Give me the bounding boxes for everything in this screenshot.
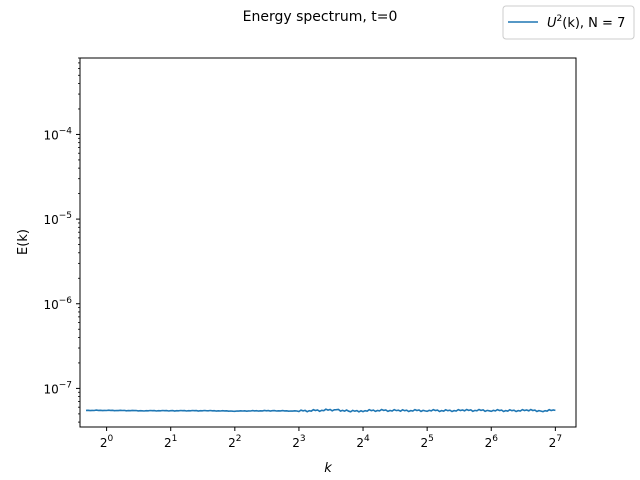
x-tick-label: 21 bbox=[164, 434, 177, 450]
series-layer bbox=[85, 408, 556, 413]
chart-title: Energy spectrum, t=0 bbox=[243, 9, 398, 25]
x-tick-label: 24 bbox=[356, 434, 370, 450]
x-tick-label: 26 bbox=[485, 434, 499, 450]
y-tick-label: 10−5 bbox=[43, 211, 72, 227]
y-axis-label: E(k) bbox=[16, 229, 31, 255]
x-tick-label: 20 bbox=[100, 434, 114, 450]
y-tick-label: 10−6 bbox=[43, 296, 72, 312]
x-tick-label: 23 bbox=[292, 434, 305, 450]
x-tick-label: 25 bbox=[420, 434, 433, 450]
axis-ticks: 20 21 22 23 24 25 26 27 10−7 10−6 10−5 10−4 bbox=[43, 57, 562, 450]
y-tick-label: 10−4 bbox=[43, 126, 72, 142]
legend-frame bbox=[502, 5, 635, 40]
x-axis-label: k bbox=[324, 461, 332, 476]
series-line bbox=[85, 408, 556, 413]
plot-area bbox=[79, 57, 577, 428]
x-tick-label: 27 bbox=[549, 434, 562, 450]
legend-label: U2(k), N = 7 bbox=[547, 14, 625, 31]
y-tick-label: 10−7 bbox=[43, 380, 72, 396]
x-tick-label: 22 bbox=[228, 434, 241, 450]
legend: U2(k), N = 7 bbox=[502, 5, 635, 40]
